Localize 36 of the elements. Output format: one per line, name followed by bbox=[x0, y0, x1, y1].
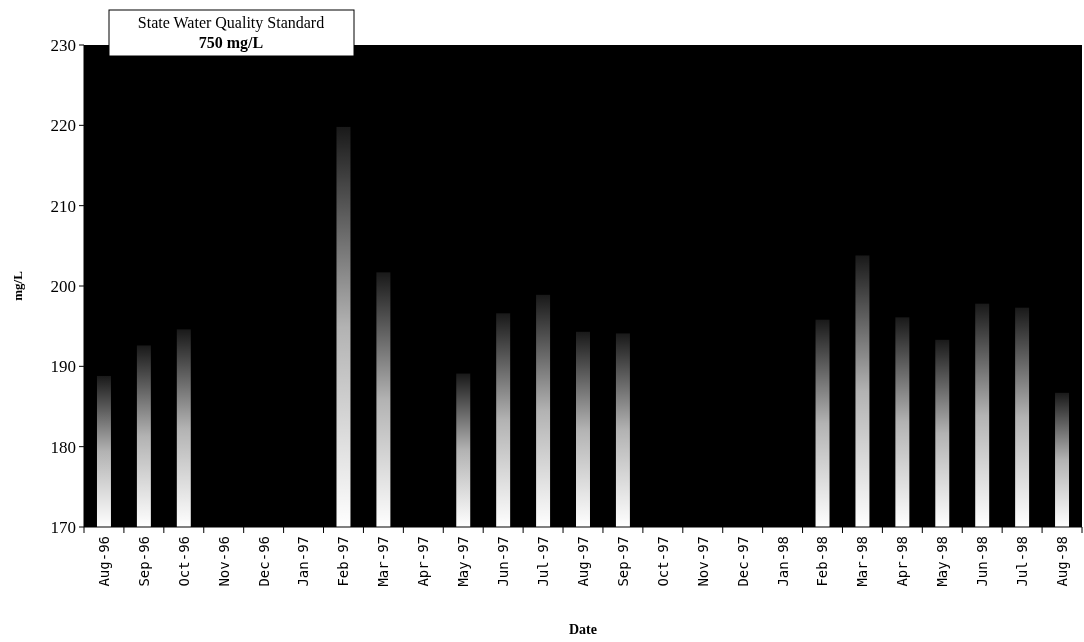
x-tick-label: Aug-97 bbox=[574, 536, 591, 587]
y-tick-label: 200 bbox=[50, 276, 76, 296]
y-axis-title: mg/L bbox=[10, 270, 25, 301]
x-tick-label: May-98 bbox=[934, 536, 951, 587]
y-tick-label: 220 bbox=[50, 116, 76, 136]
x-tick-label: May-97 bbox=[455, 536, 472, 587]
x-tick-label: Dec-97 bbox=[734, 536, 751, 587]
x-tick-label: Feb-97 bbox=[335, 536, 352, 587]
x-tick-label: Aug-98 bbox=[1053, 536, 1070, 587]
x-tick-label: Nov-96 bbox=[215, 536, 232, 587]
y-tick-label: 170 bbox=[50, 517, 76, 537]
x-tick-label: Oct-96 bbox=[175, 536, 192, 587]
x-tick-label: Jan-97 bbox=[295, 536, 312, 587]
y-tick-label: 180 bbox=[50, 437, 76, 457]
x-tick-label: Sep-97 bbox=[614, 536, 631, 587]
x-tick-label: Feb-98 bbox=[814, 536, 831, 587]
y-tick-label: 210 bbox=[50, 196, 76, 216]
note-box: State Water Quality Standard 750 mg/L bbox=[108, 9, 355, 57]
x-tick-label: Mar-98 bbox=[854, 536, 871, 587]
x-tick-label: Nov-97 bbox=[694, 536, 711, 587]
y-tick-label: 190 bbox=[50, 357, 76, 377]
x-tick-label: Oct-97 bbox=[654, 536, 671, 587]
x-tick-label: Jul-98 bbox=[1014, 536, 1031, 587]
x-tick-label: Aug-96 bbox=[95, 536, 112, 587]
x-tick-label: Apr-98 bbox=[894, 536, 911, 587]
x-axis-title: Date bbox=[569, 622, 597, 637]
x-tick-label: Jun-97 bbox=[495, 536, 512, 587]
x-tick-label: Mar-97 bbox=[375, 536, 392, 587]
x-tick-label: Jan-98 bbox=[774, 536, 791, 587]
y-tick-label: 230 bbox=[50, 35, 76, 55]
x-tick-label: Sep-96 bbox=[135, 536, 152, 587]
x-tick-label: Jul-97 bbox=[534, 536, 551, 587]
x-tick-label: Jun-98 bbox=[974, 536, 991, 587]
x-tick-label: Apr-97 bbox=[415, 536, 432, 587]
x-tick-label: Dec-96 bbox=[255, 536, 272, 587]
annotation: 750 mg/L bbox=[198, 34, 264, 52]
